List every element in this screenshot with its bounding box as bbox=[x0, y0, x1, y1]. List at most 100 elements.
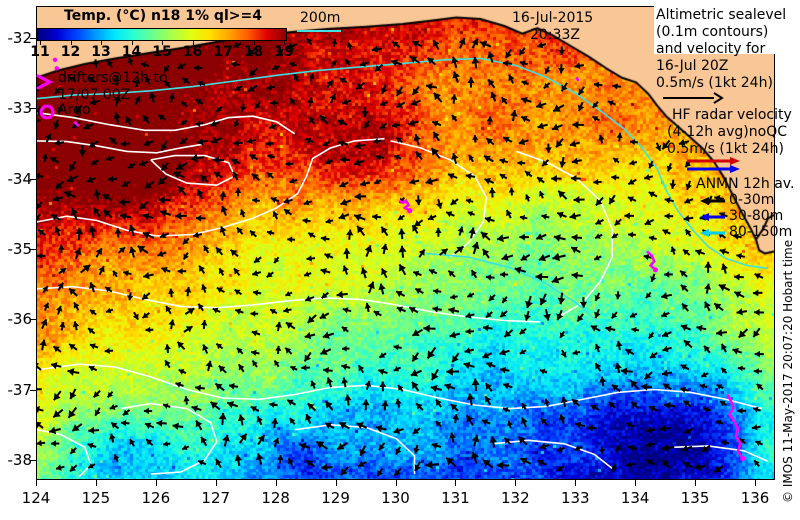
velocity-arrow-head bbox=[466, 415, 474, 423]
x-axis-tick bbox=[155, 480, 157, 486]
velocity-arrow-head bbox=[321, 292, 328, 299]
velocity-arrow-head bbox=[338, 212, 346, 220]
velocity-arrow-head bbox=[413, 447, 420, 454]
velocity-arrow-head bbox=[173, 171, 182, 179]
velocity-arrow-head bbox=[680, 284, 688, 291]
velocity-arrow-head bbox=[595, 363, 602, 370]
anmn-layer3-label: 80-150m bbox=[729, 224, 793, 240]
velocity-arrow-head bbox=[558, 67, 565, 74]
velocity-arrow-head bbox=[42, 286, 48, 292]
velocity-arrow-head bbox=[356, 82, 363, 90]
velocity-arrow-head bbox=[499, 348, 507, 356]
velocity-arrow-head bbox=[252, 360, 258, 367]
velocity-arrow-head bbox=[503, 382, 510, 390]
velocity-arrow-head bbox=[595, 218, 602, 225]
velocity-arrow-head bbox=[467, 292, 473, 298]
velocity-arrow-head bbox=[415, 288, 422, 295]
velocity-arrow-head bbox=[237, 227, 243, 234]
velocity-arrow-head bbox=[486, 361, 493, 369]
velocity-arrow-head bbox=[233, 121, 240, 128]
velocity-arrow-head bbox=[340, 198, 348, 206]
velocity-arrow-head bbox=[89, 282, 96, 289]
velocity-arrow-head bbox=[289, 418, 296, 424]
y-axis-tick-label: -35 bbox=[7, 240, 33, 259]
velocity-arrow-head bbox=[449, 331, 457, 339]
velocity-arrow-head bbox=[195, 384, 201, 392]
velocity-arrow-head bbox=[450, 404, 458, 411]
velocity-arrow-head bbox=[398, 245, 407, 253]
velocity-arrow-head bbox=[410, 369, 418, 377]
velocity-arrow-head bbox=[230, 249, 238, 257]
velocity-arrow-head bbox=[237, 348, 243, 354]
x-axis-tick bbox=[395, 480, 397, 486]
velocity-arrow-head bbox=[716, 329, 723, 337]
velocity-arrow-head bbox=[251, 173, 259, 181]
velocity-arrow-head bbox=[109, 433, 116, 440]
velocity-arrow-head bbox=[211, 136, 218, 144]
velocity-arrow-head bbox=[181, 101, 187, 107]
velocity-arrow-head bbox=[446, 211, 453, 218]
velocity-arrow-head bbox=[234, 454, 243, 462]
velocity-arrow-head bbox=[754, 308, 760, 316]
velocity-arrow-head bbox=[128, 162, 134, 169]
velocity-arrow-head bbox=[345, 59, 351, 65]
velocity-arrow-head bbox=[358, 460, 365, 467]
altimetry-line-1: Altimetric sealevel bbox=[656, 7, 787, 23]
x-axis-tick bbox=[695, 480, 697, 486]
velocity-arrow-head bbox=[661, 292, 668, 300]
velocity-arrow-head bbox=[272, 211, 279, 218]
velocity-arrow-head bbox=[539, 191, 545, 197]
map-plot-area[interactable] bbox=[36, 6, 775, 480]
velocity-arrow-head bbox=[485, 383, 492, 390]
velocity-arrow-head bbox=[199, 265, 205, 272]
anmn-layer1-arrow-icon bbox=[700, 197, 725, 205]
velocity-arrow-head bbox=[592, 116, 599, 122]
argo-marker-icon bbox=[39, 104, 55, 120]
velocity-arrow-head bbox=[486, 138, 493, 145]
velocity-arrow-head bbox=[578, 88, 585, 95]
velocity-arrow-head bbox=[501, 253, 509, 261]
velocity-arrow-head bbox=[503, 136, 510, 143]
velocity-arrow-head bbox=[471, 378, 480, 386]
velocity-arrow-head bbox=[285, 347, 292, 354]
velocity-arrow-head bbox=[560, 332, 566, 338]
velocity-arrow-head bbox=[337, 442, 345, 450]
velocity-arrow-head bbox=[249, 154, 256, 161]
velocity-arrow-head bbox=[248, 85, 255, 92]
velocity-arrow-head bbox=[38, 229, 45, 236]
velocity-arrow-head bbox=[685, 229, 692, 236]
velocity-arrow-head bbox=[659, 424, 667, 433]
velocity-arrow-head bbox=[364, 380, 372, 387]
velocity-arrow-head bbox=[266, 84, 273, 91]
velocity-arrow-head bbox=[472, 135, 479, 140]
velocity-arrow-head bbox=[598, 134, 605, 141]
drifter-track bbox=[726, 393, 744, 460]
velocity-arrow-head bbox=[373, 310, 380, 317]
velocity-arrow-head bbox=[157, 250, 164, 257]
velocity-arrow-head bbox=[525, 194, 531, 200]
y-axis-tick bbox=[30, 37, 36, 39]
velocity-arrow-head bbox=[59, 268, 67, 274]
velocity-arrow-head bbox=[572, 349, 578, 356]
velocity-arrow-head bbox=[553, 234, 561, 242]
velocity-arrow-head bbox=[129, 439, 136, 445]
velocity-arrow-head bbox=[444, 383, 452, 391]
velocity-arrow-head bbox=[220, 205, 228, 213]
velocity-arrow-head bbox=[538, 254, 547, 262]
velocity-arrow-head bbox=[91, 159, 98, 165]
velocity-arrow-head bbox=[143, 407, 149, 415]
altimetry-scale-label: 0.5m/s (1kt 24h) bbox=[656, 75, 773, 91]
velocity-arrow-head bbox=[467, 211, 474, 217]
velocity-arrow-head bbox=[394, 154, 400, 161]
velocity-arrow-head bbox=[54, 87, 61, 94]
argo-float-marker bbox=[54, 66, 59, 71]
velocity-arrow-head bbox=[156, 419, 163, 427]
velocity-arrow-head bbox=[661, 311, 668, 318]
velocity-arrow-head bbox=[644, 218, 652, 226]
sealevel-contour bbox=[294, 423, 416, 475]
velocity-arrow-head bbox=[393, 427, 401, 434]
velocity-arrow-head bbox=[339, 181, 346, 188]
velocity-arrow-head bbox=[412, 354, 419, 362]
velocity-arrow-head bbox=[142, 293, 149, 300]
velocity-arrow-head bbox=[429, 269, 435, 275]
